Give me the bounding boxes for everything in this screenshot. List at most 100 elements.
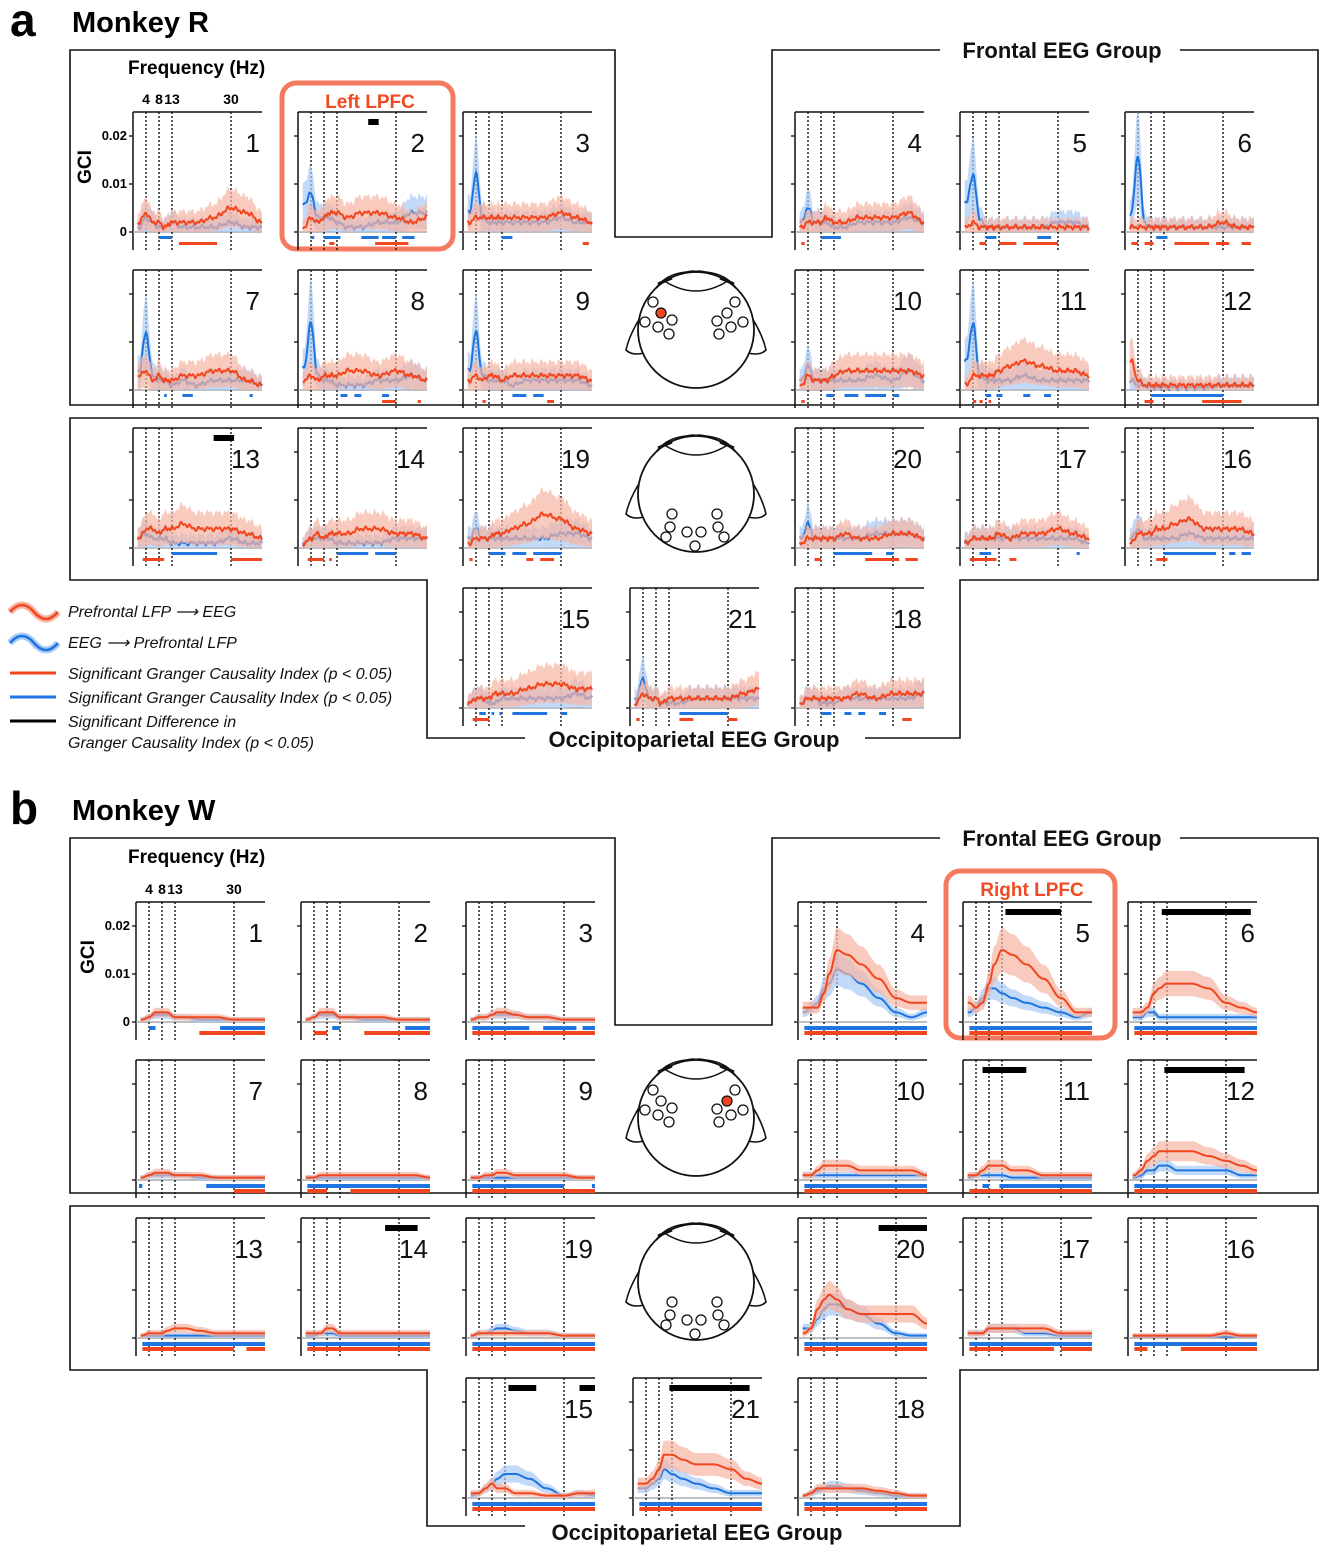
- red-gci-line: [798, 210, 925, 230]
- frontal-group-frame-b: [69, 837, 1319, 1194]
- legend-label: Significant Difference in: [68, 714, 236, 731]
- eeg-electrode: [666, 1102, 678, 1114]
- electrode-number: 10: [896, 1076, 925, 1106]
- eeg-electrode: [681, 526, 693, 538]
- gci-plot-11: 11: [959, 1059, 1092, 1198]
- red-significance-bar: [1174, 242, 1210, 245]
- gci-plot-6: 6: [1124, 901, 1257, 1040]
- blue-significance-bar: [206, 1184, 265, 1188]
- red-gci-line: [467, 511, 593, 547]
- red-significance-bar: [969, 1347, 1055, 1351]
- gci-plot-13: 13: [132, 1217, 265, 1356]
- blue-significance-bar: [472, 1184, 564, 1188]
- eye-icon: [657, 1228, 735, 1238]
- red-significance-bar: [979, 242, 986, 245]
- occipital-head-diagram: [625, 434, 767, 553]
- eeg-electrode: [664, 1309, 676, 1321]
- gci-plot-14: 14: [294, 427, 428, 566]
- blue-significance-bar: [502, 236, 513, 239]
- gci-plot-3: 3: [462, 901, 595, 1040]
- gci-plot-6: 6: [1121, 111, 1255, 250]
- red-significance-bar: [801, 400, 805, 403]
- panel-letter-b: b: [10, 782, 38, 834]
- red-gci-line: [963, 525, 1090, 546]
- blue-significance-bar: [821, 712, 832, 715]
- left-ear-icon: [625, 311, 645, 355]
- red-significance-bar: [307, 1189, 327, 1193]
- blue-gci-line: [1132, 1011, 1257, 1019]
- red-confidence-band: [140, 1007, 265, 1022]
- red-significance-bar: [199, 1031, 265, 1035]
- gci-plot-1: 1 0.02 0.01 0 4 8 13 30 GCI: [75, 91, 263, 250]
- red-gci-line: [802, 1164, 927, 1177]
- x-axis-label-a: Frequency (Hz): [128, 58, 265, 79]
- gci-plot-5: 5: [956, 111, 1090, 250]
- gci-plot-18: 18: [791, 587, 925, 726]
- blue-confidence-band: [470, 1465, 595, 1498]
- electrode-number: 7: [249, 1076, 263, 1106]
- eeg-electrode: [689, 1328, 701, 1340]
- red-significance-bar: [728, 718, 738, 721]
- eeg-electrode: [725, 321, 737, 333]
- red-significance-bar: [1134, 1189, 1257, 1193]
- blue-significance-bar: [311, 236, 315, 239]
- x-axis-label-b: Frequency (Hz): [128, 847, 265, 868]
- blue-significance-bar: [1044, 394, 1052, 397]
- blue-significance-bar: [354, 394, 362, 397]
- y-tick-label: 0.01: [102, 176, 127, 191]
- blue-significance-bar: [1151, 394, 1223, 397]
- gci-plot-5: 5: [959, 901, 1092, 1040]
- eye-icon: [657, 276, 735, 286]
- blue-significance-bar: [543, 1026, 577, 1030]
- red-significance-bar: [804, 1189, 927, 1193]
- occipital-group-frame-a: [69, 417, 1319, 739]
- eeg-electrode: [647, 1084, 659, 1096]
- red-confidence-band: [137, 186, 262, 232]
- blue-significance-bar: [865, 394, 887, 397]
- gci-plot-12: 12: [1124, 1059, 1257, 1198]
- electrode-number: 4: [911, 918, 925, 948]
- occipital-group-label-a: Occipitoparietal EEG Group: [549, 727, 840, 752]
- red-gci-line: [140, 1011, 265, 1021]
- red-significance-bar: [472, 1031, 595, 1035]
- eeg-electrode: [639, 316, 651, 328]
- blue-significance-bar: [969, 1026, 1092, 1030]
- red-significance-bar: [329, 558, 332, 561]
- blue-significance-bar: [307, 1184, 430, 1188]
- difference-bar: [579, 1385, 595, 1391]
- gci-plot-8: 8: [294, 269, 428, 408]
- blue-significance-bar: [402, 236, 415, 239]
- blue-significance-bar: [986, 236, 997, 239]
- electrode-number: 13: [231, 444, 260, 474]
- electrode-number: 16: [1223, 444, 1252, 474]
- blue-significance-bar: [591, 1184, 595, 1188]
- blue-significance-bar: [844, 394, 859, 397]
- gci-plot-9: 9: [459, 269, 593, 408]
- legend: Prefrontal LFP ⟶ EEG EEG ⟶ Prefrontal LF…: [7, 601, 392, 752]
- blue-significance-bar: [139, 1184, 143, 1188]
- blue-significance-bar: [1229, 552, 1236, 555]
- eeg-electrode: [713, 328, 725, 340]
- red-confidence-band: [799, 516, 924, 548]
- red-significance-bar: [1180, 1347, 1257, 1351]
- x-tick-label: 4: [142, 91, 150, 107]
- red-significance-bar: [382, 400, 396, 403]
- eeg-electrode: [711, 315, 723, 327]
- red-confidence-band: [467, 661, 592, 708]
- difference-bar: [213, 435, 235, 441]
- electrode-number: 8: [414, 1076, 428, 1106]
- blue-significance-bar: [324, 236, 341, 239]
- red-significance-bar: [234, 1189, 265, 1193]
- red-significance-bar: [969, 1031, 1092, 1035]
- blue-significance-bar: [1076, 552, 1080, 555]
- red-significance-bar: [1009, 558, 1017, 561]
- blue-significance-bar: [220, 1026, 265, 1030]
- blue-significance-bar: [491, 712, 495, 715]
- x-tick-label: 8: [155, 91, 163, 107]
- gci-plot-9: 9: [462, 1059, 595, 1198]
- x-tick-label: 13: [167, 881, 183, 897]
- red-confidence-band: [634, 670, 759, 708]
- electrode-number: 12: [1223, 286, 1252, 316]
- red-confidence-band: [799, 195, 924, 232]
